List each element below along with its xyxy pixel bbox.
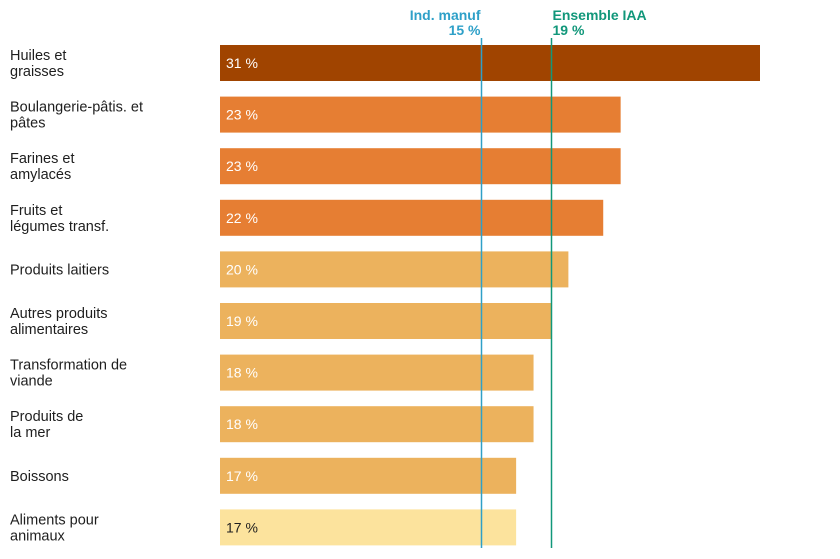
- category-label-1: Boulangerie-pâtis. et pâtes: [10, 100, 143, 132]
- category-label-7: Produits de la mer: [10, 409, 83, 441]
- value-label-9: 17 %: [226, 519, 258, 535]
- bar-3: [220, 199, 604, 236]
- bar-9: [220, 509, 517, 546]
- category-label-6: Transformation de viande: [10, 358, 127, 390]
- value-label-6: 18 %: [226, 365, 258, 381]
- bars-group: 31 % 23 % 23 % 22 % 20 % 19 % 18 % 18 % 17 % 17 %: [220, 45, 760, 546]
- reference-name-1: Ensemble IAA: [553, 7, 647, 23]
- bar-6: [220, 354, 534, 391]
- reference-value-0: 15 %: [449, 22, 481, 38]
- bar-8: [220, 457, 517, 494]
- value-label-8: 17 %: [226, 468, 258, 484]
- reference-name-0: Ind. manuf: [410, 7, 481, 23]
- bar-2: [220, 148, 621, 185]
- value-label-4: 20 %: [226, 261, 258, 277]
- category-label-3: Fruits et légumes transf.: [10, 203, 109, 235]
- value-label-1: 23 %: [226, 107, 258, 123]
- value-label-5: 19 %: [226, 313, 258, 329]
- value-label-0: 31 %: [226, 55, 258, 71]
- category-label-5: Autres produits alimentaires: [10, 306, 108, 338]
- bar-0: [220, 45, 760, 81]
- reference-value-1: 19 %: [553, 22, 585, 38]
- category-label-4: Produits laitiers: [10, 262, 109, 278]
- category-labels-group: Huiles et graisses Boulangerie-pâtis. et pâ…: [10, 48, 143, 544]
- value-label-7: 18 %: [226, 416, 258, 432]
- category-label-0: Huiles et graisses: [10, 48, 66, 80]
- category-label-9: Aliments pour animaux: [10, 512, 99, 544]
- category-label-8: Boissons: [10, 469, 69, 485]
- bar-5: [220, 303, 551, 339]
- bar-4: [220, 251, 569, 288]
- category-label-2: Farines et amylacés: [10, 151, 74, 183]
- bar-1: [220, 96, 621, 133]
- value-label-3: 22 %: [226, 210, 258, 226]
- value-label-2: 23 %: [226, 158, 258, 174]
- bar-7: [220, 406, 534, 443]
